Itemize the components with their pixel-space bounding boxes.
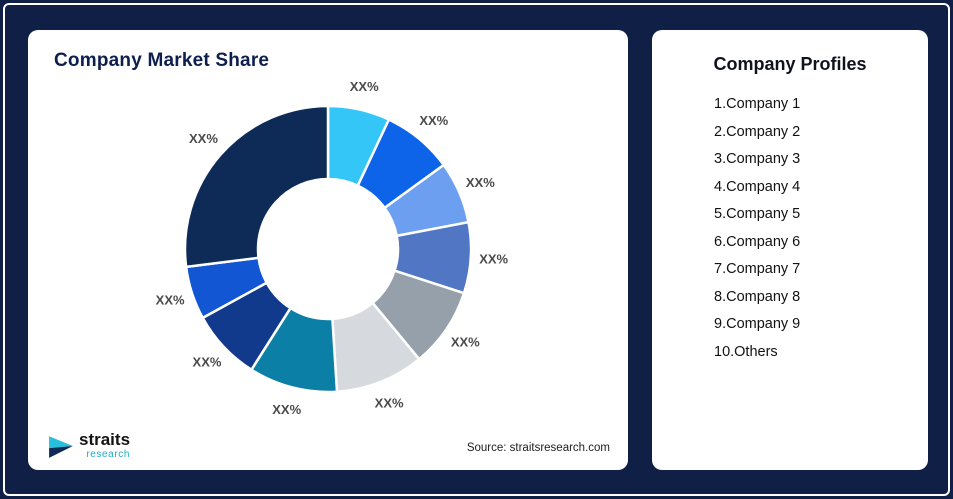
company-list-item: 7.Company 7: [714, 261, 801, 277]
profiles-title: Company Profiles: [713, 54, 867, 74]
slice-label: XX%: [479, 251, 508, 266]
logo-text: straits research: [79, 431, 130, 460]
company-list-item: 4.Company 4: [714, 178, 801, 195]
company-list-item: 2.Company 2: [714, 123, 801, 140]
company-list-item: 1.Company 1: [714, 96, 801, 112]
company-list-item: 3.Company 3: [714, 151, 801, 167]
card-footer: straits research Source: straitsresearch…: [48, 431, 610, 460]
company-list-item: 8.Company 8: [714, 288, 801, 305]
company-list-item: 5.Company 5: [714, 206, 801, 222]
donut-segment: [183, 104, 330, 269]
donut-chart: XX% XX% XX% XX% XX% XX% XX% XX% XX% XX%: [156, 79, 509, 417]
company-profiles-card: Company Profiles 1.Company 1 2.Company 2…: [652, 30, 928, 470]
logo-subtitle: research: [86, 449, 131, 460]
slice-label: XX%: [156, 292, 185, 307]
slice-label: XX%: [350, 79, 379, 94]
straits-logo-icon: [49, 435, 73, 458]
slice-label: XX%: [451, 334, 480, 349]
straits-logo: straits research: [48, 431, 130, 460]
company-list-item: 6.Company 6: [714, 233, 801, 250]
company-list-item: 9.Company 9: [714, 316, 801, 332]
slice-label: XX%: [272, 402, 301, 417]
source-text: Source: straitsresearch.com: [466, 442, 610, 454]
slice-label: XX%: [419, 113, 448, 128]
market-share-card: Company Market Share XX% XX% XX% XX% XX% XX% X…: [28, 30, 628, 470]
logo-name: straits: [79, 430, 131, 449]
slice-label: XX%: [189, 131, 218, 146]
company-list-item: 10.Others: [714, 343, 778, 360]
slice-label: XX%: [193, 355, 222, 370]
company-profiles-list: 1.Company 1 2.Company 2 3.Company 3 4.Co…: [714, 91, 928, 366]
slice-label: XX%: [375, 395, 404, 410]
chart-title: Company Market Share: [54, 50, 270, 71]
slice-label: XX%: [466, 175, 495, 190]
